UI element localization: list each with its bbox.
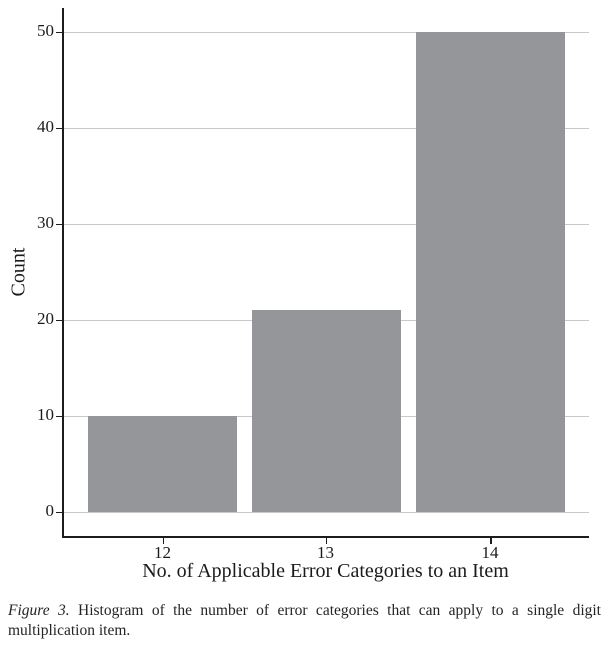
- x-axis-title: No. of Applicable Error Categories to an…: [142, 560, 509, 582]
- x-tick-mark: [325, 537, 328, 544]
- y-tick-label: 40: [37, 117, 54, 136]
- y-tick-label: 30: [37, 213, 54, 232]
- figure-caption-label: Figure 3.: [8, 602, 70, 619]
- y-gridline: [63, 512, 589, 514]
- y-tick-mark: [56, 223, 63, 226]
- y-tick-label: 50: [37, 21, 54, 40]
- x-tick-label: 12: [154, 543, 171, 562]
- y-axis-line: [62, 8, 64, 537]
- y-tick-mark: [56, 511, 63, 514]
- y-gridline: [63, 32, 589, 34]
- y-tick-mark: [56, 319, 63, 322]
- x-tick-mark: [490, 537, 492, 544]
- y-tick-label: 0: [45, 501, 55, 520]
- y-axis-title: Count: [7, 247, 30, 297]
- x-axis-line: [61, 536, 589, 538]
- y-tick-label: 20: [37, 309, 54, 328]
- y-tick-mark: [56, 127, 63, 130]
- y-tick-mark: [56, 415, 63, 418]
- figure-caption-text: Histogram of the number of error categor…: [8, 602, 601, 640]
- y-gridline: [63, 128, 589, 130]
- x-tick-mark: [162, 537, 165, 544]
- bar-12: [87, 416, 237, 512]
- y-tick-mark: [56, 31, 63, 34]
- bar-14: [416, 32, 565, 512]
- bar-13: [251, 310, 401, 512]
- figure-caption: Figure 3. Histogram of the number of err…: [8, 601, 601, 641]
- x-tick-label: 13: [317, 543, 334, 562]
- y-gridline: [63, 224, 589, 226]
- bar-chart: 0 10 20 30 40 50 12 13 14 No. of Applicable Err…: [7, 8, 589, 582]
- x-tick-label: 14: [481, 543, 499, 562]
- y-tick-label: 10: [37, 405, 54, 424]
